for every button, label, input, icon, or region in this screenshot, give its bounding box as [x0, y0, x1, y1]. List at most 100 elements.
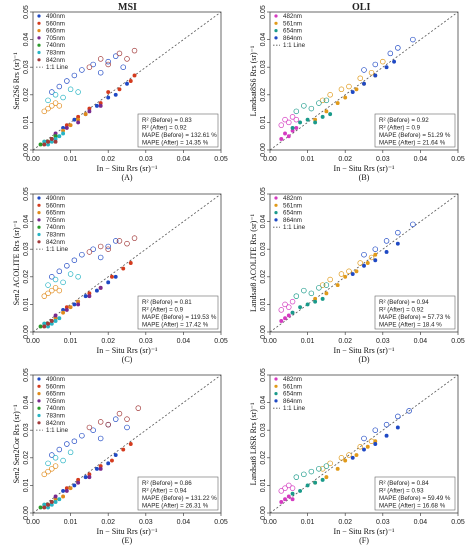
legend-label: 561nm [283, 383, 302, 390]
x-tick-label: 0.03 [376, 338, 390, 345]
data-point-842nm [46, 140, 49, 143]
legend-swatch [37, 51, 40, 54]
data-point-561nm [325, 292, 328, 295]
data-point-561nm [358, 76, 363, 81]
data-point-842nm [50, 319, 53, 322]
data-point-705nm [65, 126, 68, 129]
legend-swatch [37, 36, 40, 39]
data-point-654nm [321, 115, 324, 118]
legend-swatch [274, 29, 277, 32]
data-point-864nm [373, 62, 378, 67]
stats-line: R² (Before) = 0.92 [379, 117, 429, 124]
x-tick-label: 0.02 [101, 338, 115, 345]
data-point-654nm [301, 288, 306, 293]
legend-label: 1:1 Line [283, 405, 306, 412]
data-point-705nm [77, 481, 80, 484]
data-point-654nm [316, 101, 321, 106]
data-point-783nm [53, 92, 58, 97]
data-point-842nm [43, 506, 46, 509]
data-point-864nm [362, 82, 365, 85]
legend-label: 740nm [46, 224, 65, 231]
data-point-783nm [68, 87, 73, 92]
stats-line: R² (After) = 0.94 [142, 488, 187, 495]
x-tick-label: 0.04 [177, 156, 191, 163]
data-point-490nm [72, 258, 77, 263]
data-point-482nm [279, 123, 284, 128]
data-point-561nm [358, 261, 363, 266]
data-point-842nm [125, 417, 130, 422]
legend-label: 705nm [46, 217, 65, 224]
y-tick-label: 0.02 [23, 451, 30, 465]
stats-line: MAPE (After) = 16.68 % [379, 503, 446, 510]
data-point-842nm [136, 406, 141, 411]
legend-swatch [37, 22, 40, 25]
y-tick-label: 0.02 [23, 88, 30, 102]
data-point-783nm [46, 461, 51, 466]
data-point-561nm [325, 110, 328, 113]
y-tick-label: 0.04 [260, 215, 267, 229]
data-point-783nm [58, 317, 61, 320]
data-point-560nm [129, 79, 132, 82]
data-point-783nm [58, 498, 61, 501]
stats-line: R² (After) = 0.92 [379, 307, 424, 314]
y-tick-label: 0.02 [260, 270, 267, 284]
data-point-864nm [374, 74, 377, 77]
data-point-705nm [65, 489, 68, 492]
y-tick-label: 0.04 [23, 33, 30, 47]
data-point-864nm [351, 456, 354, 459]
data-point-783nm [68, 450, 73, 455]
data-point-842nm [117, 411, 122, 416]
y-axis-label: Landsat8 L8SR Rrs (sr)⁻¹ [249, 402, 258, 485]
y-tick-label: 0.01 [23, 297, 30, 311]
legend-label: 1:1 Line [46, 64, 69, 71]
data-point-842nm [50, 137, 53, 140]
data-point-490nm [57, 269, 62, 274]
data-point-842nm [54, 140, 57, 143]
legend: 490nm560nm665nm705nm740nm783nm842nm1:1 L… [36, 376, 69, 434]
legend-swatch [37, 196, 40, 199]
stats-line: MAPE (Before) = 131.22 % [142, 495, 217, 502]
data-point-560nm [118, 88, 121, 91]
legend-label: 490nm [46, 13, 65, 20]
x-axis-label: In − Situ Rrs (sr)⁻¹ [334, 527, 396, 536]
x-tick-label: 0.04 [414, 156, 428, 163]
x-tick-label: 0.05 [214, 338, 228, 345]
legend-label: 1:1 Line [283, 224, 306, 231]
x-axis-label: In − Situ Rrs (sr)⁻¹ [334, 346, 396, 355]
y-tick-label: 0.02 [260, 88, 267, 102]
data-point-561nm [358, 444, 363, 449]
data-point-560nm [133, 74, 136, 77]
y-tick-label: 0.03 [23, 423, 30, 437]
data-point-864nm [385, 250, 388, 253]
panel-label: (A) [121, 173, 132, 182]
y-tick-label: 0.01 [260, 478, 267, 492]
data-point-864nm [374, 259, 377, 262]
legend-label: 1:1 Line [46, 427, 69, 434]
y-tick-label: 0.05 [260, 187, 267, 201]
panel-label: (D) [358, 355, 369, 364]
stats-line: R² (After) = 0.93 [379, 488, 424, 495]
x-axis-label: In − Situ Rrs (sr)⁻¹ [97, 164, 159, 173]
data-point-740nm [39, 506, 42, 509]
legend: 490nm560nm665nm705nm740nm783nm842nm1:1 L… [36, 195, 69, 253]
data-point-490nm [72, 439, 77, 444]
data-point-482nm [290, 486, 295, 491]
legend-swatch [274, 22, 277, 25]
y-axis-label: Sen2 ACOLITE Rrs (sr)⁻¹ [12, 220, 21, 305]
data-point-705nm [88, 110, 91, 113]
data-point-490nm [79, 433, 84, 438]
chart-panel-2: 0.00 0.01 0.02 0.03 0.04 0.050.000.010.020.03… [12, 187, 228, 364]
legend-label: 482nm [283, 13, 302, 20]
y-tick-label: 0.01 [260, 297, 267, 311]
data-point-842nm [43, 143, 46, 146]
legend-label: 783nm [46, 413, 65, 420]
legend-label: 1:1 Line [46, 246, 69, 253]
data-point-864nm [373, 247, 378, 252]
data-point-783nm [61, 458, 66, 463]
legend-swatch [37, 385, 40, 388]
data-point-561nm [325, 476, 328, 479]
y-tick-label: 0.00 [23, 143, 30, 157]
legend-label: 864nm [283, 217, 302, 224]
legend-swatch [274, 385, 277, 388]
data-point-654nm [298, 489, 301, 492]
